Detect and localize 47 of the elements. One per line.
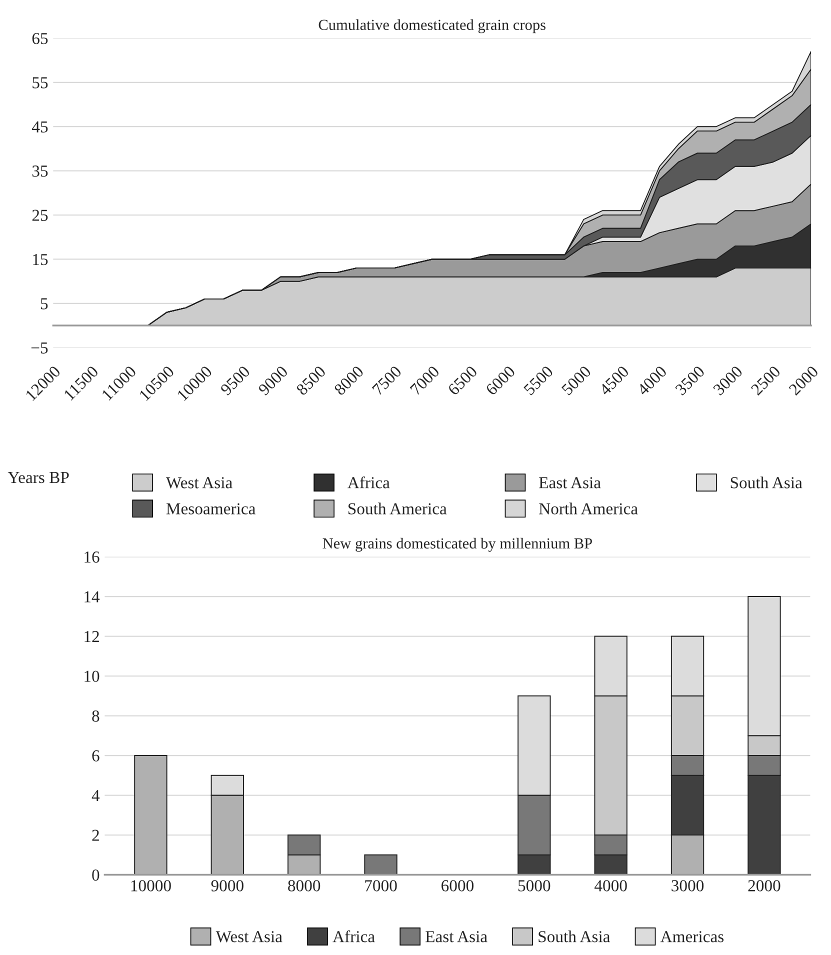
y-tick-label: 4 [92,790,100,802]
bar [364,854,398,875]
legend-label: East Asia [426,931,488,942]
chart-title: New grains domesticated by millennium BP [322,538,592,552]
x-tick-label: 2000 [748,880,780,892]
x-tick-label: 7000 [365,880,397,892]
legend-label: Americas [660,931,724,942]
y-tick-label: 55 [32,77,48,88]
legend-label: North America [539,502,638,514]
x-tick-label: 4000 [636,365,668,396]
y-tick-label: 6 [92,750,100,762]
x-tick-label: 5000 [518,880,550,892]
y-tick-label: 10 [84,670,100,682]
y-tick-label: 5 [40,298,48,310]
x-tick-label: 6000 [485,365,516,396]
x-axis-title: Years BP [8,472,69,484]
y-tick-label: 25 [32,210,48,221]
y-tick-label: 0 [92,869,100,881]
bar [134,755,168,875]
x-tick-label: 4000 [594,880,627,892]
legend-label: West Asia [216,931,282,942]
legend-label: South Asia [730,476,802,488]
legend-label: East Asia [539,477,601,488]
y-tick-label: 8 [92,710,100,722]
chart-title: Cumulative domesticated grain crops [318,19,546,34]
legend-label: South America [348,502,447,514]
y-tick-label: 16 [84,552,100,563]
y-tick-label: −5 [31,342,48,354]
y-tick-label: 12 [84,631,99,642]
x-tick-label: 9000 [211,880,244,892]
y-tick-label: 14 [84,591,100,602]
y-tick-label: 45 [32,121,48,133]
x-tick-label: 3000 [672,880,704,892]
x-tick-label: 6500 [447,365,478,396]
legend-label: South Asia [538,930,610,942]
x-tick-label: 10000 [131,880,171,892]
y-tick-label: 35 [32,166,48,177]
y-tick-label: 15 [33,254,48,266]
x-tick-label: 4500 [598,365,630,396]
x-tick-label: 6000 [442,880,474,892]
legend-label: West Asia [166,477,232,488]
y-tick-label: 2 [92,830,99,841]
legend-label: Mesoamerica [166,503,256,514]
x-tick-label: 8000 [288,880,320,892]
legend-label: Africa [332,930,375,942]
legend-label: Africa [348,476,390,488]
y-tick-label: 65 [32,32,48,44]
